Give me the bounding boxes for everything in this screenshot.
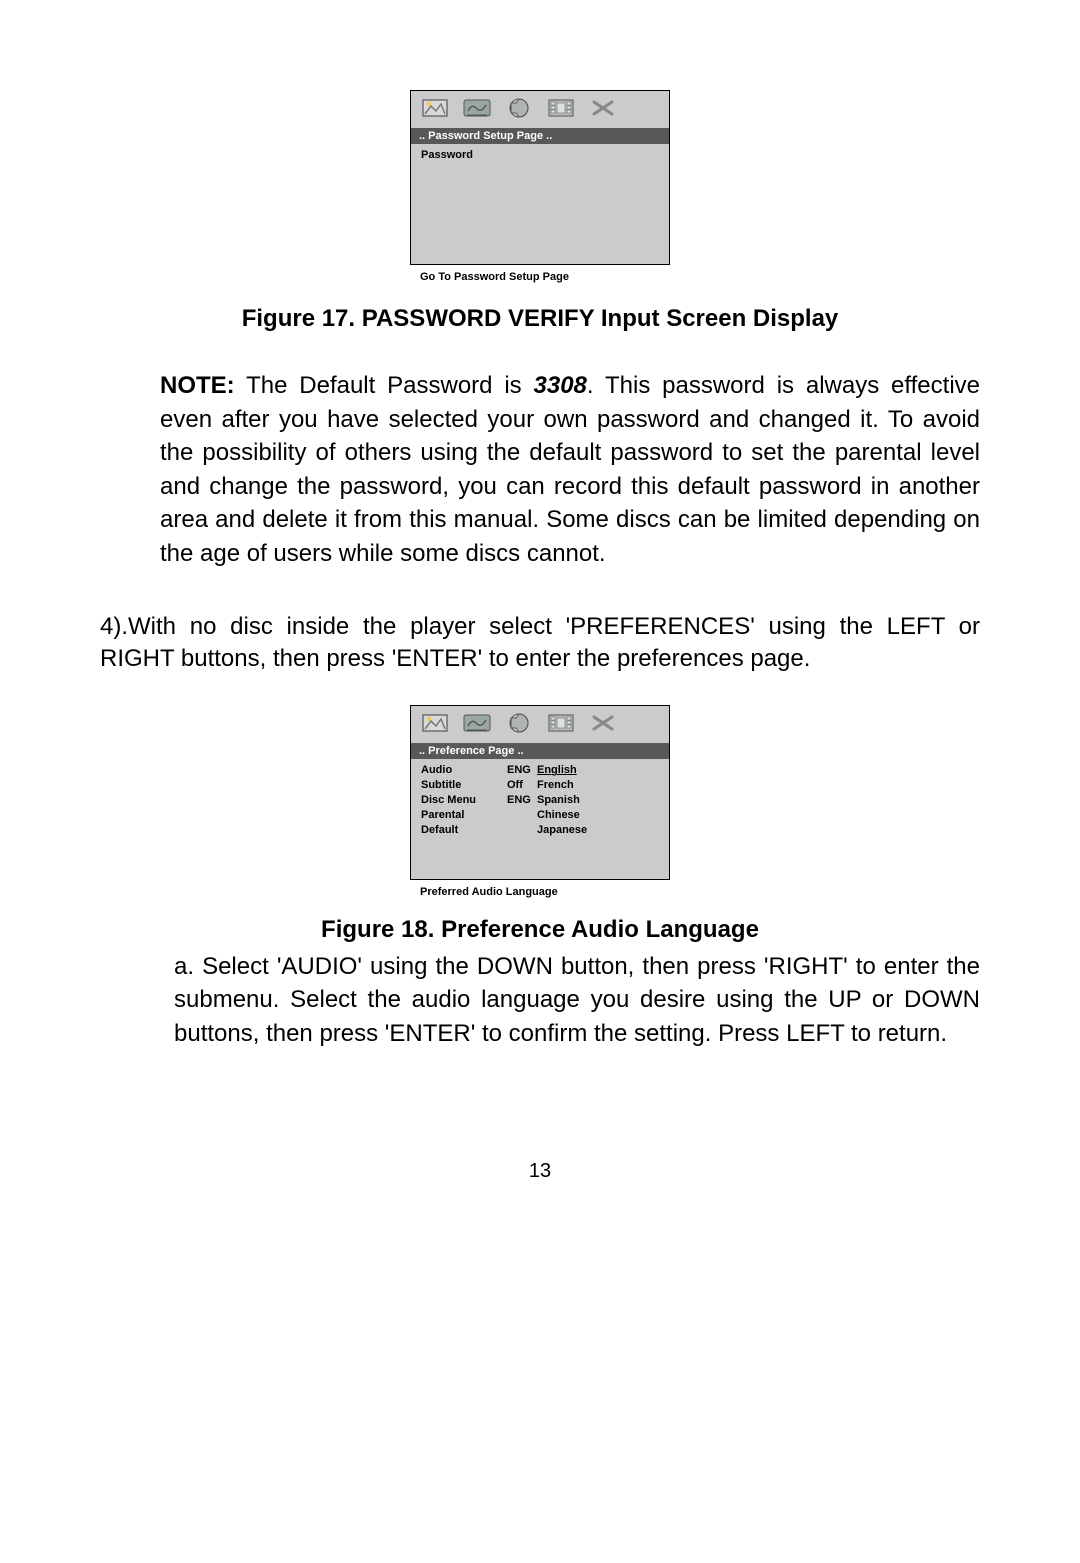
picture-icon	[421, 712, 449, 739]
tab-icon-row	[411, 706, 669, 743]
step-4a: a. Select 'AUDIO' using the DOWN button,…	[174, 950, 980, 1049]
note-tail: . This password is always effective even…	[160, 372, 980, 567]
screenshot2-footer: Preferred Audio Language	[410, 880, 670, 898]
film-icon	[547, 712, 575, 739]
x-icon	[589, 97, 617, 124]
note-label: NOTE:	[160, 372, 235, 399]
tab-icon-row	[411, 91, 669, 128]
pref-mid-col: ENG Off ENG	[507, 763, 531, 808]
note-lead: The Default Password is	[235, 372, 534, 399]
figure-18-caption: Figure 18. Preference Audio Language	[100, 916, 980, 944]
val-discmenu: ENG	[507, 793, 531, 808]
password-menu-item: Password	[421, 148, 473, 163]
val-audio: ENG	[507, 763, 531, 778]
dragon-icon	[463, 97, 491, 124]
screenshot1-footer: Go To Password Setup Page	[410, 265, 670, 283]
pref-right-col: English French Spanish Chinese Japanese	[537, 763, 587, 837]
pref-left-col: Audio Subtitle Disc Menu Parental Defaul…	[421, 763, 476, 837]
figure-17-caption: Figure 17. PASSWORD VERIFY Input Screen …	[100, 305, 980, 333]
dragon-icon	[463, 712, 491, 739]
picture-icon	[421, 97, 449, 124]
menu-audio: Audio	[421, 763, 476, 778]
default-password: 3308	[534, 372, 587, 399]
menu-disc-menu: Disc Menu	[421, 793, 476, 808]
note-paragraph: NOTE: The Default Password is 3308. This…	[160, 369, 980, 571]
opt-chinese: Chinese	[537, 808, 587, 823]
opt-french: French	[537, 778, 587, 793]
opt-japanese: Japanese	[537, 823, 587, 838]
opt-spanish: Spanish	[537, 793, 587, 808]
opt-english: English	[537, 763, 587, 778]
manual-page: .. Password Setup Page .. Password Go To…	[0, 0, 1080, 1183]
val-subtitle: Off	[507, 778, 531, 793]
menu-subtitle: Subtitle	[421, 778, 476, 793]
password-setup-screenshot: .. Password Setup Page .. Password Go To…	[410, 90, 670, 283]
menu-parental: Parental	[421, 808, 476, 823]
film-icon	[547, 97, 575, 124]
screenshot1-title: .. Password Setup Page ..	[411, 128, 669, 144]
screenshot2-title: .. Preference Page ..	[411, 743, 669, 759]
speaker-icon	[505, 97, 533, 124]
step-4: 4).With no disc inside the player select…	[100, 611, 980, 676]
menu-default: Default	[421, 823, 476, 838]
speaker-icon	[505, 712, 533, 739]
page-number: 13	[100, 1160, 980, 1183]
preference-page-screenshot: .. Preference Page .. Audio Subtitle Dis…	[410, 705, 670, 898]
x-icon	[589, 712, 617, 739]
